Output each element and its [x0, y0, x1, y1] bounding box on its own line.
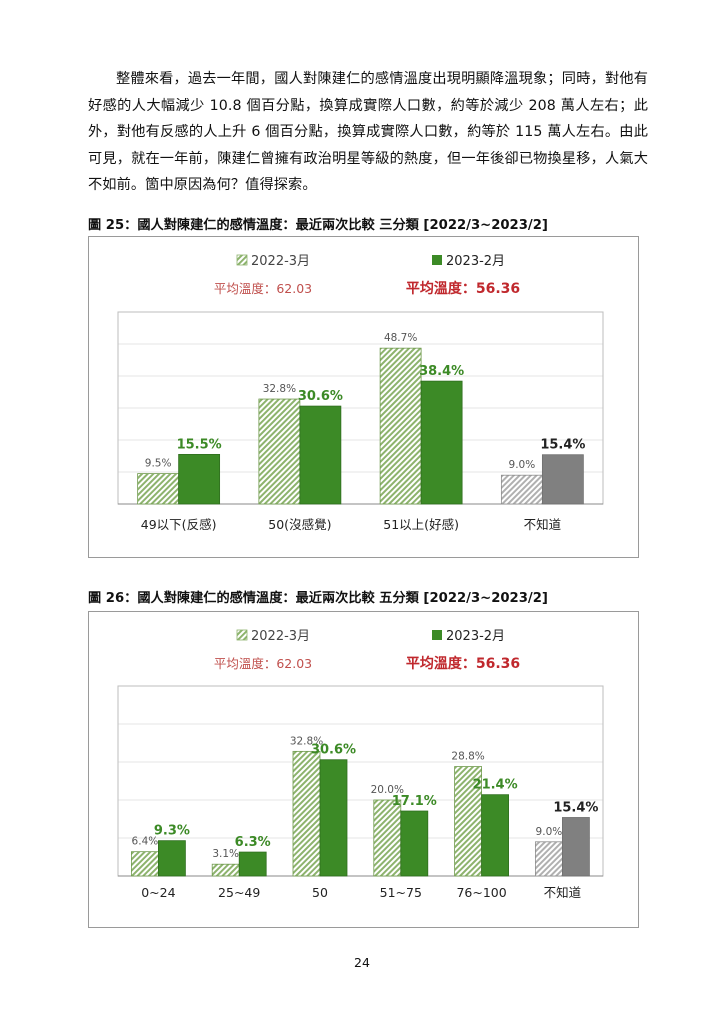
bar-2022 [454, 766, 483, 877]
bar-2023 [481, 794, 510, 877]
data-label-2023: 6.3% [235, 835, 271, 850]
bar-2023 [319, 759, 348, 877]
data-label-2022: 20.0% [371, 784, 404, 796]
legend-label-2022: 2022-3月 [251, 254, 310, 269]
legend-label-2023: 2023-2月 [446, 629, 505, 644]
category-label: 不知道 [524, 517, 562, 532]
legend: 2022-3月 2023-2月 [236, 254, 505, 269]
bar-2022 [137, 473, 180, 505]
data-label-2022: 9.5% [145, 458, 172, 470]
bar-2023 [400, 810, 429, 877]
legend-swatch-2022 [236, 629, 248, 641]
avg-temp-2022: 平均溫度：62.03 [214, 656, 312, 671]
figure-26-chart: 2022-3月 2023-2月 平均溫度：62.03 平均溫度：56.36 6.4% 9.… [88, 611, 639, 928]
legend-swatch-2022 [236, 254, 248, 266]
category-label: 不知道 [544, 885, 582, 900]
data-label-2022: 32.8% [263, 383, 296, 395]
bar-2022 [534, 841, 563, 877]
legend-label-2023: 2023-2月 [446, 254, 505, 269]
data-label-2023: 15.4% [553, 800, 598, 815]
bar-2023 [299, 405, 342, 505]
figure-26-title: 圖 26：國人對陳建仁的感情溫度：最近兩次比較 五分類 [2022/3~2023… [88, 591, 548, 606]
bar-2022 [258, 398, 301, 505]
data-label-2023: 15.4% [540, 438, 585, 453]
category-label: 0~24 [141, 885, 175, 900]
data-label-2023: 9.3% [154, 824, 190, 839]
legend: 2022-3月 2023-2月 [236, 629, 505, 644]
bar-2023 [238, 851, 267, 877]
data-label-2022: 32.8% [290, 735, 323, 747]
figure-25-chart: 2022-3月 2023-2月平均溫度：62.03 平均溫度：56.36 9.5% 15… [88, 236, 639, 558]
data-label-2022: 3.1% [212, 848, 239, 860]
legend-label-2022: 2022-3月 [251, 629, 310, 644]
legend-swatch-2023 [432, 255, 442, 265]
bar-2023 [541, 454, 584, 505]
bar-2023 [420, 380, 463, 505]
data-label-2022: 28.8% [451, 751, 484, 763]
legend-swatch-2023 [432, 630, 442, 640]
category-label: 49以下(反感) [141, 517, 217, 532]
data-label-2022: 9.0% [536, 826, 563, 838]
category-label: 51以上(好感) [383, 517, 459, 532]
data-label-2023: 21.4% [473, 778, 518, 793]
bar-2022 [379, 347, 422, 505]
data-label-2023: 30.6% [311, 743, 356, 758]
bar-2022 [292, 750, 321, 877]
category-label: 25~49 [218, 885, 260, 900]
category-label: 51~75 [380, 885, 422, 900]
avg-temp-2023: 平均溫度：56.36 [406, 280, 520, 297]
data-label-2023: 30.6% [298, 389, 343, 404]
data-label-2023: 38.4% [419, 364, 464, 379]
body-paragraph: 整體來看，過去一年間，國人對陳建仁的感情溫度出現明顯降溫現象；同時，對他有好感的… [88, 71, 648, 193]
page-number: 24 [354, 955, 370, 970]
bar-2022 [131, 851, 159, 877]
data-label-2022: 9.0% [509, 459, 536, 471]
plot-area [117, 685, 604, 877]
bar-2022 [211, 863, 240, 877]
avg-temp-2022: 平均溫度：62.03 [214, 281, 312, 296]
bar-2022 [373, 799, 402, 877]
category-label: 50 [312, 885, 328, 900]
bar-2023 [158, 840, 186, 877]
figure-25-title: 圖 25：國人對陳建仁的感情溫度：最近兩次比較 三分類 [2022/3~2023… [88, 218, 548, 233]
category-label: 76~100 [456, 885, 506, 900]
data-label-2022: 48.7% [384, 332, 417, 344]
bar-2023 [561, 817, 590, 877]
avg-temp-2023: 平均溫度：56.36 [406, 655, 520, 672]
data-label-2022: 6.4% [132, 836, 159, 848]
bar-2023 [178, 453, 221, 505]
category-label: 50(沒感覺) [268, 517, 331, 532]
bar-2022 [500, 474, 543, 505]
data-label-2023: 17.1% [392, 794, 437, 809]
data-label-2023: 15.5% [177, 437, 222, 452]
